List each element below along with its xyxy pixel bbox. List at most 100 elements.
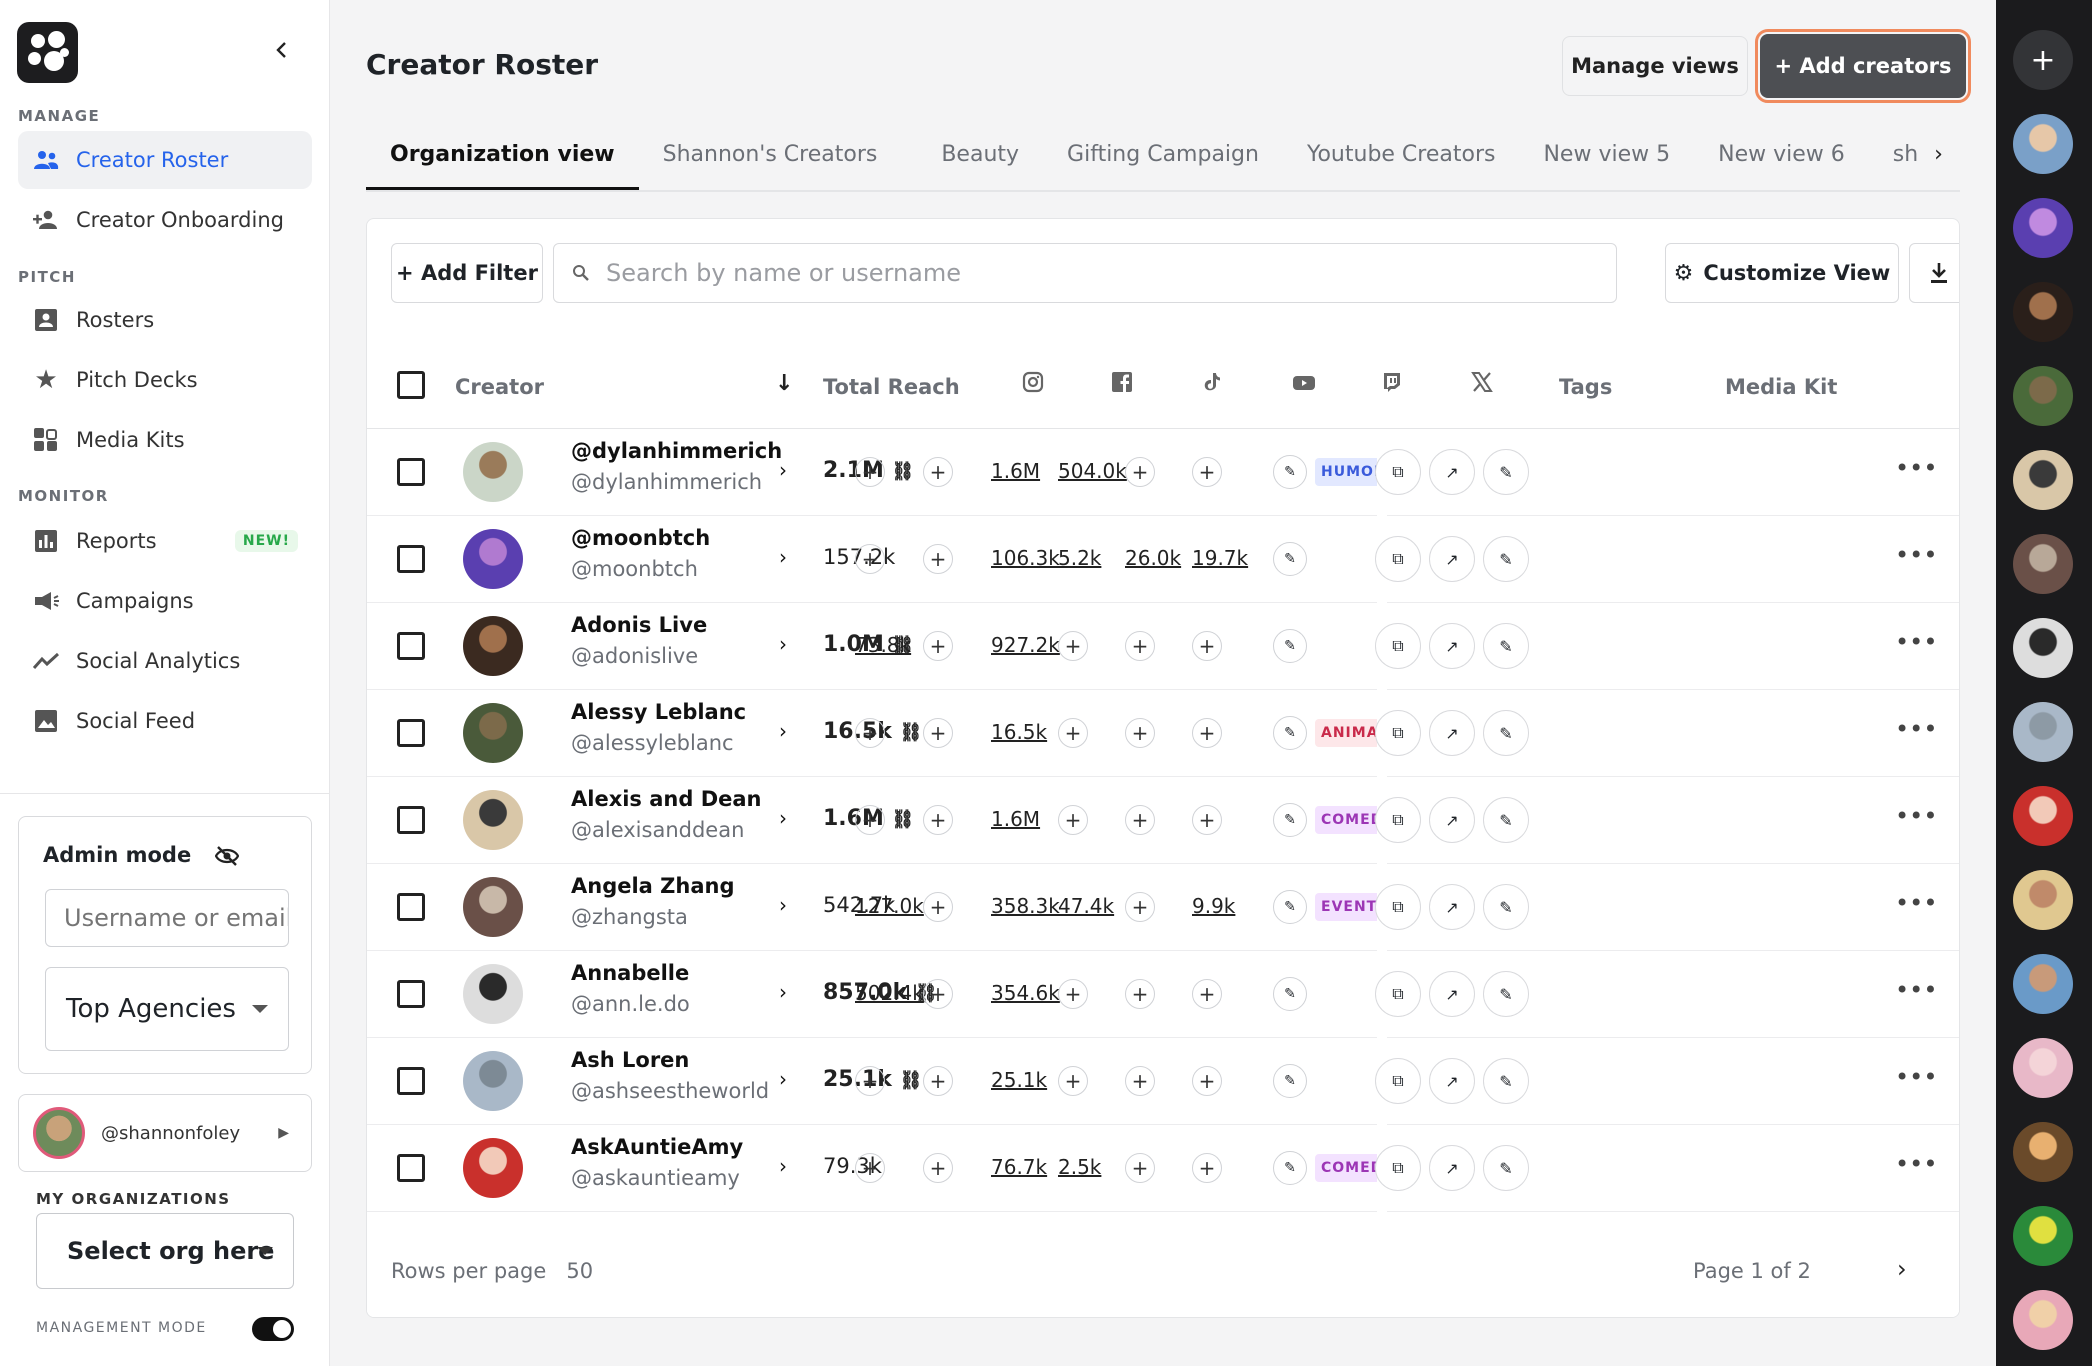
add-fb-icon[interactable]: + xyxy=(923,718,953,748)
tab-new-view-6[interactable]: New view 6 xyxy=(1718,142,1845,167)
avatar[interactable] xyxy=(2013,1290,2073,1350)
table-row[interactable]: @dylanhimmerich @dylanhimmerich › 2.1M ⛓ + +1… xyxy=(367,429,1959,516)
avatar[interactable] xyxy=(463,1138,523,1198)
add-fb-icon[interactable]: + xyxy=(923,1066,953,1096)
header-creator[interactable]: Creator xyxy=(455,375,545,399)
add-yt-icon[interactable]: + xyxy=(1058,1066,1088,1096)
edit-tags-icon[interactable]: ✎ xyxy=(1273,1064,1307,1098)
expand-row-icon[interactable]: › xyxy=(779,719,787,743)
metric-x[interactable]: 9.9k xyxy=(1192,894,1236,918)
add-fb-icon[interactable]: + xyxy=(923,979,953,1009)
table-row[interactable]: Annabelle @ann.le.do › 857.0k ⛓ 502.4k +354.6… xyxy=(367,951,1959,1038)
header-media-kit[interactable]: Media Kit xyxy=(1725,375,1838,399)
add-ig-icon[interactable]: + xyxy=(855,544,885,574)
add-x-icon[interactable]: + xyxy=(1192,631,1222,661)
open-external-icon[interactable]: ↗ xyxy=(1429,884,1475,930)
add-fb-icon[interactable]: + xyxy=(923,544,953,574)
rows-per-page[interactable]: Rows per page 50 xyxy=(391,1259,593,1283)
more-options-icon[interactable]: ••• xyxy=(1895,541,1938,569)
add-creators-button[interactable]: + Add creators xyxy=(1755,29,1971,103)
row-checkbox[interactable] xyxy=(397,719,425,747)
avatar[interactable] xyxy=(463,964,523,1024)
edit-tags-icon[interactable]: ✎ xyxy=(1273,803,1307,837)
add-fb-icon[interactable]: + xyxy=(923,805,953,835)
row-checkbox[interactable] xyxy=(397,458,425,486)
sidebar-item-pitch-decks[interactable]: ★ Pitch Decks xyxy=(18,351,312,409)
add-tw-icon[interactable]: + xyxy=(1125,1153,1155,1183)
metric-tt[interactable]: 927.2k xyxy=(991,633,1060,657)
avatar[interactable] xyxy=(2013,1206,2073,1266)
copy-icon[interactable]: ⧉ xyxy=(1375,536,1421,582)
sidebar-item-creator-onboarding[interactable]: Creator Onboarding xyxy=(18,191,312,249)
row-checkbox[interactable] xyxy=(397,545,425,573)
management-mode-toggle[interactable] xyxy=(252,1317,294,1341)
creator-name[interactable]: Ash Loren xyxy=(571,1048,690,1072)
tab-organization-view[interactable]: Organization view xyxy=(366,130,639,190)
add-tw-icon[interactable]: + xyxy=(1125,979,1155,1009)
open-external-icon[interactable]: ↗ xyxy=(1429,1058,1475,1104)
metric-tt[interactable]: 1.6M xyxy=(991,459,1041,483)
creator-name[interactable]: Alexis and Dean xyxy=(571,787,762,811)
table-row[interactable]: Ash Loren @ashseestheworld › 25.1k ⛓ + +25.1k… xyxy=(367,1038,1959,1125)
add-tw-icon[interactable]: + xyxy=(1125,805,1155,835)
customize-view-button[interactable]: ⚙ Customize View xyxy=(1665,243,1899,303)
add-yt-icon[interactable]: + xyxy=(1058,631,1088,661)
link-icon[interactable]: ⛓ xyxy=(899,1070,923,1091)
avatar[interactable] xyxy=(463,529,523,589)
metric-ig[interactable]: 127.0k xyxy=(855,894,924,918)
edit-pencil-icon[interactable]: ✎ xyxy=(1483,710,1529,756)
edit-tags-icon[interactable]: ✎ xyxy=(1273,1151,1307,1185)
download-button[interactable] xyxy=(1909,243,1959,303)
edit-pencil-icon[interactable]: ✎ xyxy=(1483,536,1529,582)
avatar[interactable] xyxy=(463,703,523,763)
more-options-icon[interactable]: ••• xyxy=(1895,889,1938,917)
metric-ig[interactable]: 73.8k xyxy=(855,633,912,657)
link-icon[interactable]: ⛓ xyxy=(891,635,915,656)
metric-ig[interactable]: 502.4k xyxy=(855,981,924,1005)
open-external-icon[interactable]: ↗ xyxy=(1429,449,1475,495)
avatar[interactable] xyxy=(463,877,523,937)
open-external-icon[interactable]: ↗ xyxy=(1429,623,1475,669)
add-fb-icon[interactable]: + xyxy=(923,631,953,661)
avatar[interactable] xyxy=(463,790,523,850)
creator-name[interactable]: Adonis Live xyxy=(571,613,708,637)
add-ig-icon[interactable]: + xyxy=(855,805,885,835)
avatar[interactable] xyxy=(2013,534,2073,594)
sidebar-item-rosters[interactable]: Rosters xyxy=(18,291,312,349)
avatar[interactable] xyxy=(2013,1038,2073,1098)
select-all-checkbox[interactable] xyxy=(397,371,425,399)
tab-shannons-creators[interactable]: Shannon's Creators xyxy=(662,142,878,167)
expand-row-icon[interactable]: › xyxy=(779,1067,787,1091)
copy-icon[interactable]: ⧉ xyxy=(1375,884,1421,930)
add-fb-icon[interactable]: + xyxy=(923,892,953,922)
add-x-icon[interactable]: + xyxy=(1192,979,1222,1009)
add-yt-icon[interactable]: + xyxy=(1058,718,1088,748)
metric-yt[interactable]: 47.4k xyxy=(1058,894,1115,918)
more-options-icon[interactable]: ••• xyxy=(1895,715,1938,743)
more-options-icon[interactable]: ••• xyxy=(1895,802,1938,830)
metric-tt[interactable]: 16.5k xyxy=(991,720,1048,744)
row-checkbox[interactable] xyxy=(397,1067,425,1095)
tab-youtube-creators[interactable]: Youtube Creators xyxy=(1306,142,1496,167)
user-switcher[interactable]: @shannonfoley ▶ xyxy=(18,1094,312,1172)
table-row[interactable]: Adonis Live @adonislive › 1.0M ⛓ 73.8k +927.2… xyxy=(367,603,1959,690)
creator-name[interactable]: Angela Zhang xyxy=(571,874,735,898)
metric-tt[interactable]: 1.6M xyxy=(991,807,1041,831)
avatar[interactable] xyxy=(2013,450,2073,510)
expand-row-icon[interactable]: › xyxy=(779,458,787,482)
sidebar-item-campaigns[interactable]: Campaigns xyxy=(18,572,312,630)
creator-name[interactable]: Alessy Leblanc xyxy=(571,700,747,724)
eye-off-icon[interactable] xyxy=(214,846,239,866)
metric-x[interactable]: 19.7k xyxy=(1192,546,1249,570)
sidebar-item-reports[interactable]: Reports NEW! xyxy=(18,512,312,570)
edit-pencil-icon[interactable]: ✎ xyxy=(1483,797,1529,843)
row-checkbox[interactable] xyxy=(397,893,425,921)
creator-name[interactable]: Annabelle xyxy=(571,961,690,985)
creator-name[interactable]: AskAuntieAmy xyxy=(571,1135,744,1159)
tab-beauty[interactable]: Beauty xyxy=(941,142,1020,167)
more-options-icon[interactable]: ••• xyxy=(1895,1150,1938,1178)
edit-pencil-icon[interactable]: ✎ xyxy=(1483,1145,1529,1191)
add-x-icon[interactable]: + xyxy=(1192,1066,1222,1096)
metric-yt[interactable]: 5.2k xyxy=(1058,546,1102,570)
row-checkbox[interactable] xyxy=(397,1154,425,1182)
